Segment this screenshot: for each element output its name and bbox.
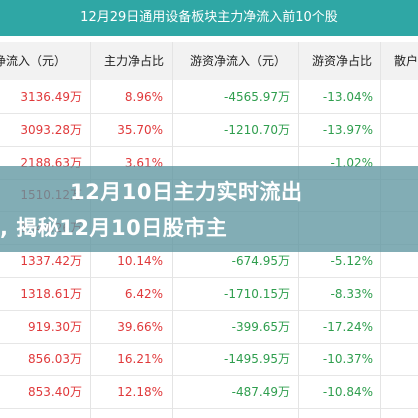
table-row: 1337.42万 10.14% -674.95万 -5.12% — [0, 245, 418, 278]
table-row: 3136.49万 8.96% -4565.97万 -13.04% — [0, 81, 418, 114]
table-cell: -17.24% — [322, 319, 373, 334]
table-cell: 853.40万 — [28, 385, 82, 400]
table-cell: -399.65万 — [231, 319, 290, 334]
table-cell: -1210.70万 — [224, 122, 290, 137]
table-cell: 12.18% — [117, 385, 163, 400]
column-header: 主力净占比 — [103, 54, 164, 68]
table-cell: -13.97% — [322, 122, 373, 137]
table-row: 1318.61万 6.42% -1710.15万 -8.33% — [0, 278, 418, 311]
table-cell: -10.37% — [322, 352, 373, 367]
overlay-line: 12月10日主力实时流出 — [70, 180, 303, 204]
table-cell: 919.30万 — [28, 319, 82, 334]
column-header: 游资净流入（元） — [189, 54, 286, 68]
table-cell: -1710.15万 — [224, 286, 290, 301]
header-row: 净流入（元） 主力净占比 游资净流入（元） 游资净占比 散户 — [0, 42, 418, 80]
overlay-banner: 12月10日主力实时流出 , 揭秘12月10日股市主 — [0, 166, 418, 252]
table-cell: 3093.28万 — [20, 122, 82, 137]
table-cell: 856.03万 — [28, 352, 82, 367]
table-row: 3093.28万 35.70% -1210.70万 -13.97% — [0, 114, 418, 147]
table-cell: 39.66% — [117, 319, 163, 334]
table-cell: -8.33% — [330, 286, 373, 301]
table-cell: 16.21% — [117, 352, 163, 367]
table-cell: -674.95万 — [231, 254, 290, 268]
table-row: 919.30万 39.66% -399.65万 -17.24% — [0, 311, 418, 344]
table-cell: 8.96% — [124, 90, 163, 104]
table-cell: -1495.95万 — [224, 352, 290, 367]
table-cell: -4565.97万 — [224, 90, 290, 104]
table-cell: 3136.49万 — [20, 90, 82, 104]
table-cell: 1318.61万 — [20, 286, 82, 301]
table-cell: 1337.42万 — [20, 254, 82, 268]
table-cell: 6.42% — [124, 286, 163, 301]
column-header: 散户 — [393, 54, 418, 68]
column-header: 净流入（元） — [0, 54, 67, 68]
table-cell: -13.04% — [322, 90, 373, 104]
table-row: 853.40万 12.18% -487.49万 -10.84% — [0, 376, 418, 410]
table-cell: -487.49万 — [231, 385, 290, 400]
overlay-line: , 揭秘12月10日股市主 — [0, 216, 228, 240]
table-cell: -5.12% — [330, 254, 373, 268]
table-title: 12月29日通用设备板块主力净流入前10个股 — [0, 0, 418, 36]
table-row: 856.03万 16.21% -1495.95万 -10.37% — [0, 343, 418, 377]
table-cell: 10.14% — [117, 254, 163, 268]
table-cell: 35.70% — [117, 122, 163, 137]
table-cell: -10.84% — [322, 385, 373, 400]
column-header: 游资净占比 — [311, 54, 372, 68]
